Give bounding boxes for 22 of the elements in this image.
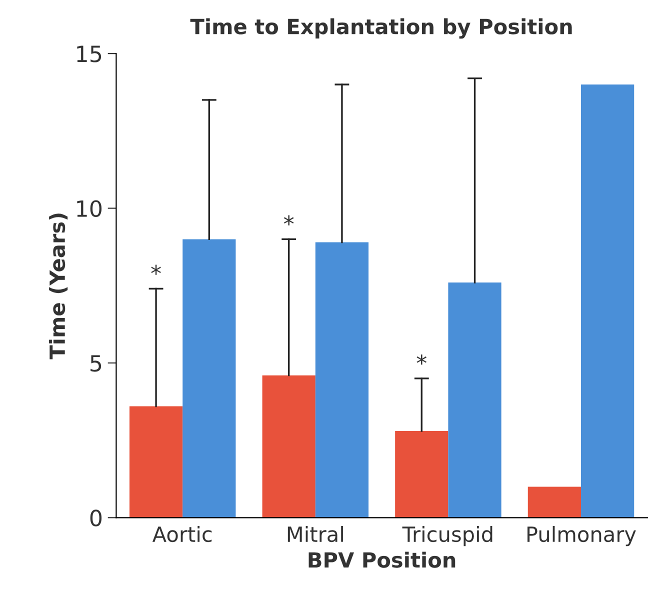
- bar: [448, 282, 502, 518]
- x-tick-label: Tricuspid: [402, 526, 492, 546]
- bar: [395, 431, 448, 518]
- bar: [262, 375, 316, 518]
- bar: [129, 406, 183, 518]
- bar: [182, 239, 236, 518]
- x-tick-label: Pulmonary: [527, 526, 636, 546]
- bar: [581, 84, 634, 518]
- x-tick-label: Aortic: [152, 526, 212, 542]
- annotation: *: [151, 264, 161, 275]
- y-tick-label: 0: [90, 510, 102, 526]
- y-axis-title: Time (Years): [49, 214, 68, 360]
- bar: [528, 486, 581, 518]
- y-tick-label: 15: [77, 46, 102, 62]
- x-tick-label: Mitral: [288, 526, 343, 542]
- x-axis-title: BPV Position: [308, 552, 456, 568]
- annotation: *: [416, 354, 427, 365]
- y-tick-label: 10: [77, 200, 102, 218]
- bar: [315, 242, 369, 518]
- y-tick-label: 5: [90, 355, 102, 372]
- annotation: *: [284, 215, 294, 226]
- chart-title: Time to Explantation by Position: [190, 18, 572, 39]
